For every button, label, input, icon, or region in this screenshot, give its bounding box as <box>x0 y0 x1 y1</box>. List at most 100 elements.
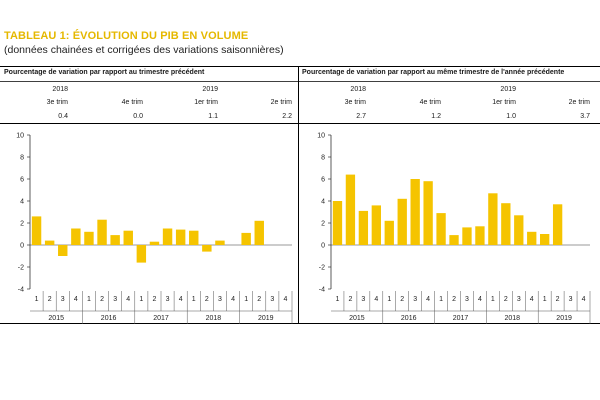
bar <box>552 204 563 245</box>
quarter-tick-label: 3 <box>61 296 65 303</box>
bar <box>527 231 537 245</box>
quarter-tick-label: 3 <box>166 296 170 303</box>
quarter-tick-label: 2 <box>152 296 156 303</box>
bar <box>345 174 356 245</box>
quarter-tick-label: 1 <box>35 296 39 303</box>
y-tick-label: 8 <box>20 155 24 162</box>
right-summary-year-2018: 2018 <box>350 86 366 93</box>
quarter-tick-label: 1 <box>139 296 143 303</box>
quarter-tick-label: 3 <box>361 296 365 303</box>
bar <box>254 220 264 245</box>
y-tick-label: 6 <box>20 177 24 184</box>
year-label: 2016 <box>401 315 417 322</box>
quarter-tick-label: 2 <box>400 296 404 303</box>
year-label: 2017 <box>153 315 169 322</box>
bar <box>488 193 498 245</box>
year-label: 2017 <box>453 315 469 322</box>
quarter-tick-label: 1 <box>439 296 443 303</box>
quarter-tick-label: 4 <box>74 296 78 303</box>
left-summary-year-2018: 2018 <box>52 86 68 93</box>
quarter-tick-label: 1 <box>87 296 91 303</box>
quarter-tick-label: 4 <box>374 296 378 303</box>
right-summary-quarter: 3e trim <box>344 99 366 106</box>
quarter-tick-label: 3 <box>218 296 222 303</box>
chart-yearly-change: 10 8 6 4 2 0 -2 -4 1 2 3 4 1 2 3 4 1 2 3 4 1 2 3 4 1 2 3 4 2015 2016 2… <box>317 133 591 324</box>
quarter-tick-label: 1 <box>244 296 248 303</box>
y-tick-label: 10 <box>16 133 24 140</box>
y-tick-label: 4 <box>321 199 325 206</box>
bar <box>31 216 42 245</box>
right-summary-quarter: 4e trim <box>419 99 441 106</box>
right-summary-value: 1.0 <box>506 113 516 120</box>
bar <box>175 229 186 245</box>
year-label: 2019 <box>556 315 572 322</box>
table-frame <box>0 66 600 324</box>
left-panel-header: Pourcentage de variation par rapport au … <box>4 69 205 76</box>
right-summary-value: 3.7 <box>580 113 590 120</box>
quarter-tick-label: 3 <box>569 296 573 303</box>
bar <box>123 230 133 245</box>
quarter-tick-label: 2 <box>100 296 104 303</box>
bar <box>358 210 369 245</box>
left-summary-quarter: 2e trim <box>270 99 292 106</box>
chart-quarterly-change: 10 8 6 4 2 0 -2 -4 1 2 3 4 1 2 3 4 1 2 3 4 1 2 3 4 1 2 3 4 2015 2016 2… <box>16 133 293 324</box>
year-label: 2018 <box>505 315 521 322</box>
left-summary-value: 2.2 <box>282 113 292 120</box>
y-tick-label: 0 <box>321 243 325 250</box>
quarter-tick-label: 3 <box>413 296 417 303</box>
bar <box>97 219 107 245</box>
y-tick-label: 8 <box>321 155 325 162</box>
page-title: TABLEAU 1: ÉVOLUTION DU PIB EN VOLUME <box>4 30 249 42</box>
bar <box>202 245 212 252</box>
bar <box>514 215 524 245</box>
bar <box>371 205 381 245</box>
left-summary-quarter: 3e trim <box>46 99 68 106</box>
quarter-tick-label: 4 <box>231 296 235 303</box>
quarter-tick-label: 4 <box>582 296 586 303</box>
y-tick-label: -2 <box>319 265 325 272</box>
bar <box>540 234 550 245</box>
bar <box>475 226 485 245</box>
y-tick-label: 2 <box>20 221 24 228</box>
right-summary-value: 2.7 <box>356 113 366 120</box>
y-tick-label: -2 <box>18 265 24 272</box>
bar <box>436 213 446 245</box>
bar <box>449 235 459 245</box>
y-tick-label: -4 <box>319 287 325 294</box>
quarter-tick-label: 2 <box>205 296 209 303</box>
right-summary-quarter: 1er trim <box>492 99 516 106</box>
bar <box>71 228 81 245</box>
bar <box>136 245 147 263</box>
quarter-tick-label: 2 <box>504 296 508 303</box>
quarter-tick-label: 4 <box>179 296 183 303</box>
bar <box>162 228 173 245</box>
quarter-tick-label: 3 <box>270 296 274 303</box>
year-label: 2019 <box>258 315 274 322</box>
bar <box>149 241 160 245</box>
quarter-tick-label: 1 <box>491 296 495 303</box>
quarter-tick-label: 2 <box>257 296 261 303</box>
left-summary-value: 1.1 <box>208 113 218 120</box>
quarter-tick-label: 2 <box>348 296 352 303</box>
quarter-tick-label: 4 <box>426 296 430 303</box>
quarter-tick-label: 2 <box>48 296 52 303</box>
y-tick-label: -4 <box>18 287 24 294</box>
bar <box>384 220 394 245</box>
bar <box>84 231 94 245</box>
y-tick-label: 4 <box>20 199 24 206</box>
bar <box>462 227 472 245</box>
year-label: 2018 <box>206 315 222 322</box>
quarter-tick-label: 2 <box>452 296 456 303</box>
quarter-tick-label: 4 <box>283 296 287 303</box>
left-summary-quarter: 1er trim <box>194 99 218 106</box>
bar <box>501 203 511 245</box>
quarter-tick-label: 1 <box>387 296 391 303</box>
quarter-tick-label: 1 <box>543 296 547 303</box>
y-tick-label: 6 <box>321 177 325 184</box>
quarter-tick-label: 4 <box>126 296 130 303</box>
quarter-tick-label: 2 <box>556 296 560 303</box>
bar <box>423 181 433 245</box>
right-summary-value: 1.2 <box>431 113 441 120</box>
left-summary-year-2019: 2019 <box>202 86 218 93</box>
bar <box>215 240 225 245</box>
